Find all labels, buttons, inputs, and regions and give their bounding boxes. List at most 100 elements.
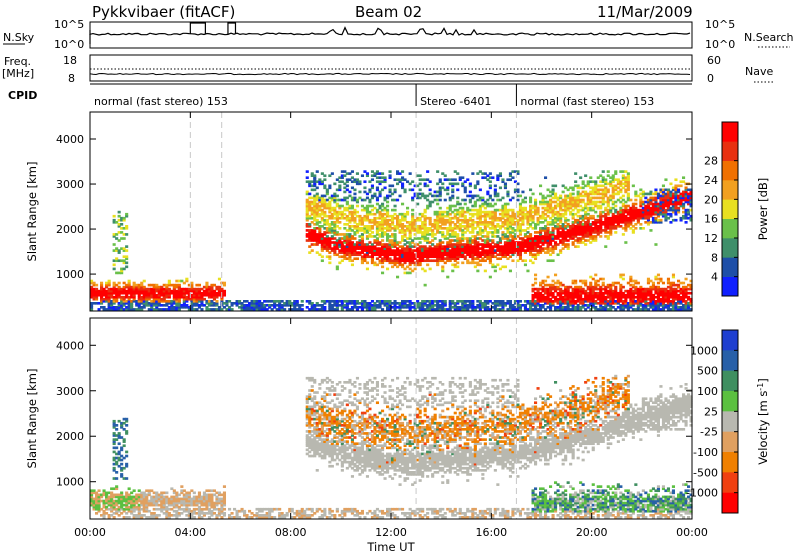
power-cell: [393, 251, 397, 254]
power-cell: [428, 302, 432, 305]
power-cell: [401, 239, 405, 242]
power-cell: [654, 291, 658, 295]
power-cell: [591, 289, 595, 293]
power-cell: [401, 212, 405, 216]
power-cell: [313, 200, 317, 204]
power-cell: [453, 249, 457, 252]
power-cell: [511, 243, 515, 246]
power-cell: [122, 287, 126, 291]
power-cell: [516, 225, 520, 228]
power-cell: [323, 237, 327, 240]
power-cell: [207, 285, 212, 289]
power-cell: [328, 304, 332, 307]
power-cell: [596, 231, 600, 234]
power-cell: [468, 239, 472, 242]
power-cell: [365, 251, 370, 254]
power-cell: [508, 239, 513, 242]
power-cell: [112, 302, 116, 305]
power-cell: [393, 241, 397, 244]
power-cell: [641, 306, 645, 309]
power-cell: [611, 202, 615, 206]
power-cell: [443, 227, 447, 230]
power-cell: [531, 261, 535, 265]
power-cell: [368, 200, 372, 204]
power-cell: [378, 204, 382, 208]
power-cell: [559, 300, 563, 303]
power-cell: [468, 247, 472, 250]
power-cell: [416, 251, 420, 254]
power-cell: [531, 249, 535, 252]
power-cell: [463, 188, 467, 192]
power-cell: [669, 182, 673, 186]
power-cell: [443, 237, 447, 240]
power-cell: [160, 297, 164, 301]
power-cell: [629, 218, 633, 222]
power-cell: [373, 174, 377, 178]
power-cell: [621, 176, 625, 180]
power-cell: [646, 281, 651, 285]
power-cell: [566, 204, 570, 208]
power-cell: [493, 202, 497, 206]
power-cell: [315, 198, 319, 202]
power-cell: [591, 180, 595, 184]
power-cell: [355, 225, 360, 228]
power-cell: [343, 186, 347, 190]
power-cell: [436, 214, 440, 218]
power-cell: [365, 261, 370, 265]
power-cell: [451, 247, 455, 250]
power-cell: [100, 283, 104, 287]
power-cell: [456, 265, 460, 269]
power-cell: [461, 237, 465, 240]
power-cell: [386, 257, 390, 261]
power-cell: [418, 304, 422, 307]
power-cell: [333, 198, 337, 202]
nsky-spike: [227, 22, 237, 34]
power-cell: [549, 194, 553, 198]
power-cell: [338, 249, 342, 252]
power-cell: [391, 198, 395, 202]
power-cell: [348, 190, 352, 194]
power-cell: [468, 182, 472, 186]
power-cell: [634, 281, 638, 285]
power-cell: [471, 241, 475, 244]
power-cell: [546, 243, 550, 246]
power-cell: [534, 243, 538, 246]
power-cell: [408, 245, 412, 248]
power-cell: [135, 283, 139, 287]
power-cell: [581, 304, 585, 307]
power-cell: [448, 241, 452, 244]
power-cell: [350, 237, 355, 240]
power-cell: [564, 289, 568, 293]
power-cell: [641, 192, 645, 196]
power-cell: [453, 212, 457, 216]
power-cell: [606, 182, 610, 186]
power-cell: [503, 245, 508, 248]
power-cell: [606, 198, 610, 202]
power-cell: [516, 182, 520, 186]
power-cell: [589, 295, 593, 299]
power-cell: [132, 295, 136, 299]
power-cell: [599, 297, 603, 301]
power-cell: [629, 227, 633, 230]
power-cell: [601, 277, 605, 281]
power-cell: [468, 212, 472, 216]
power-cell: [564, 227, 568, 230]
power-cell: [458, 247, 462, 250]
power-cell: [370, 251, 375, 254]
power-cell: [626, 186, 630, 190]
power-cell: [506, 229, 510, 232]
power-cell: [373, 206, 377, 210]
power-cell: [661, 291, 666, 295]
power-cell: [365, 218, 370, 222]
power-cell: [536, 243, 540, 246]
power-cell: [619, 293, 623, 297]
power-cell: [353, 198, 357, 202]
power-cell: [305, 210, 309, 214]
power-cell: [476, 261, 480, 265]
power-cell: [466, 229, 470, 232]
power-cell: [182, 295, 186, 299]
power-cell: [386, 200, 390, 204]
power-cell: [508, 251, 513, 254]
power-cell: [624, 306, 628, 309]
power-cell: [441, 306, 445, 309]
